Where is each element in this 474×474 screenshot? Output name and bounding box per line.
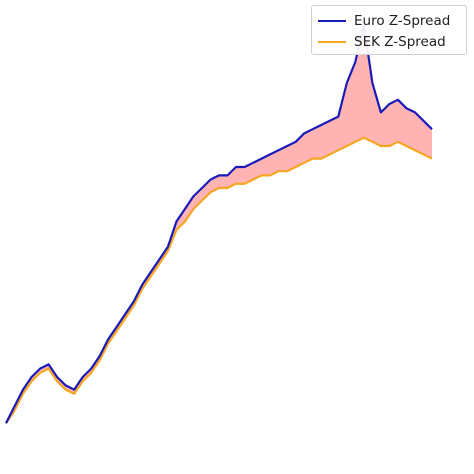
legend: Euro Z-Spread SEK Z-Spread	[311, 5, 467, 55]
legend-swatch-euro	[318, 19, 346, 22]
legend-swatch-sek	[318, 40, 346, 43]
series-line-sek	[5, 136, 433, 424]
fill-area	[6, 24, 432, 424]
spread-gap-fill	[6, 24, 432, 424]
legend-label-sek: SEK Z-Spread	[354, 33, 446, 50]
legend-label-euro: Euro Z-Spread	[354, 12, 451, 29]
legend-item-euro: Euro Z-Spread	[318, 10, 460, 31]
legend-item-sek: SEK Z-Spread	[318, 31, 460, 52]
